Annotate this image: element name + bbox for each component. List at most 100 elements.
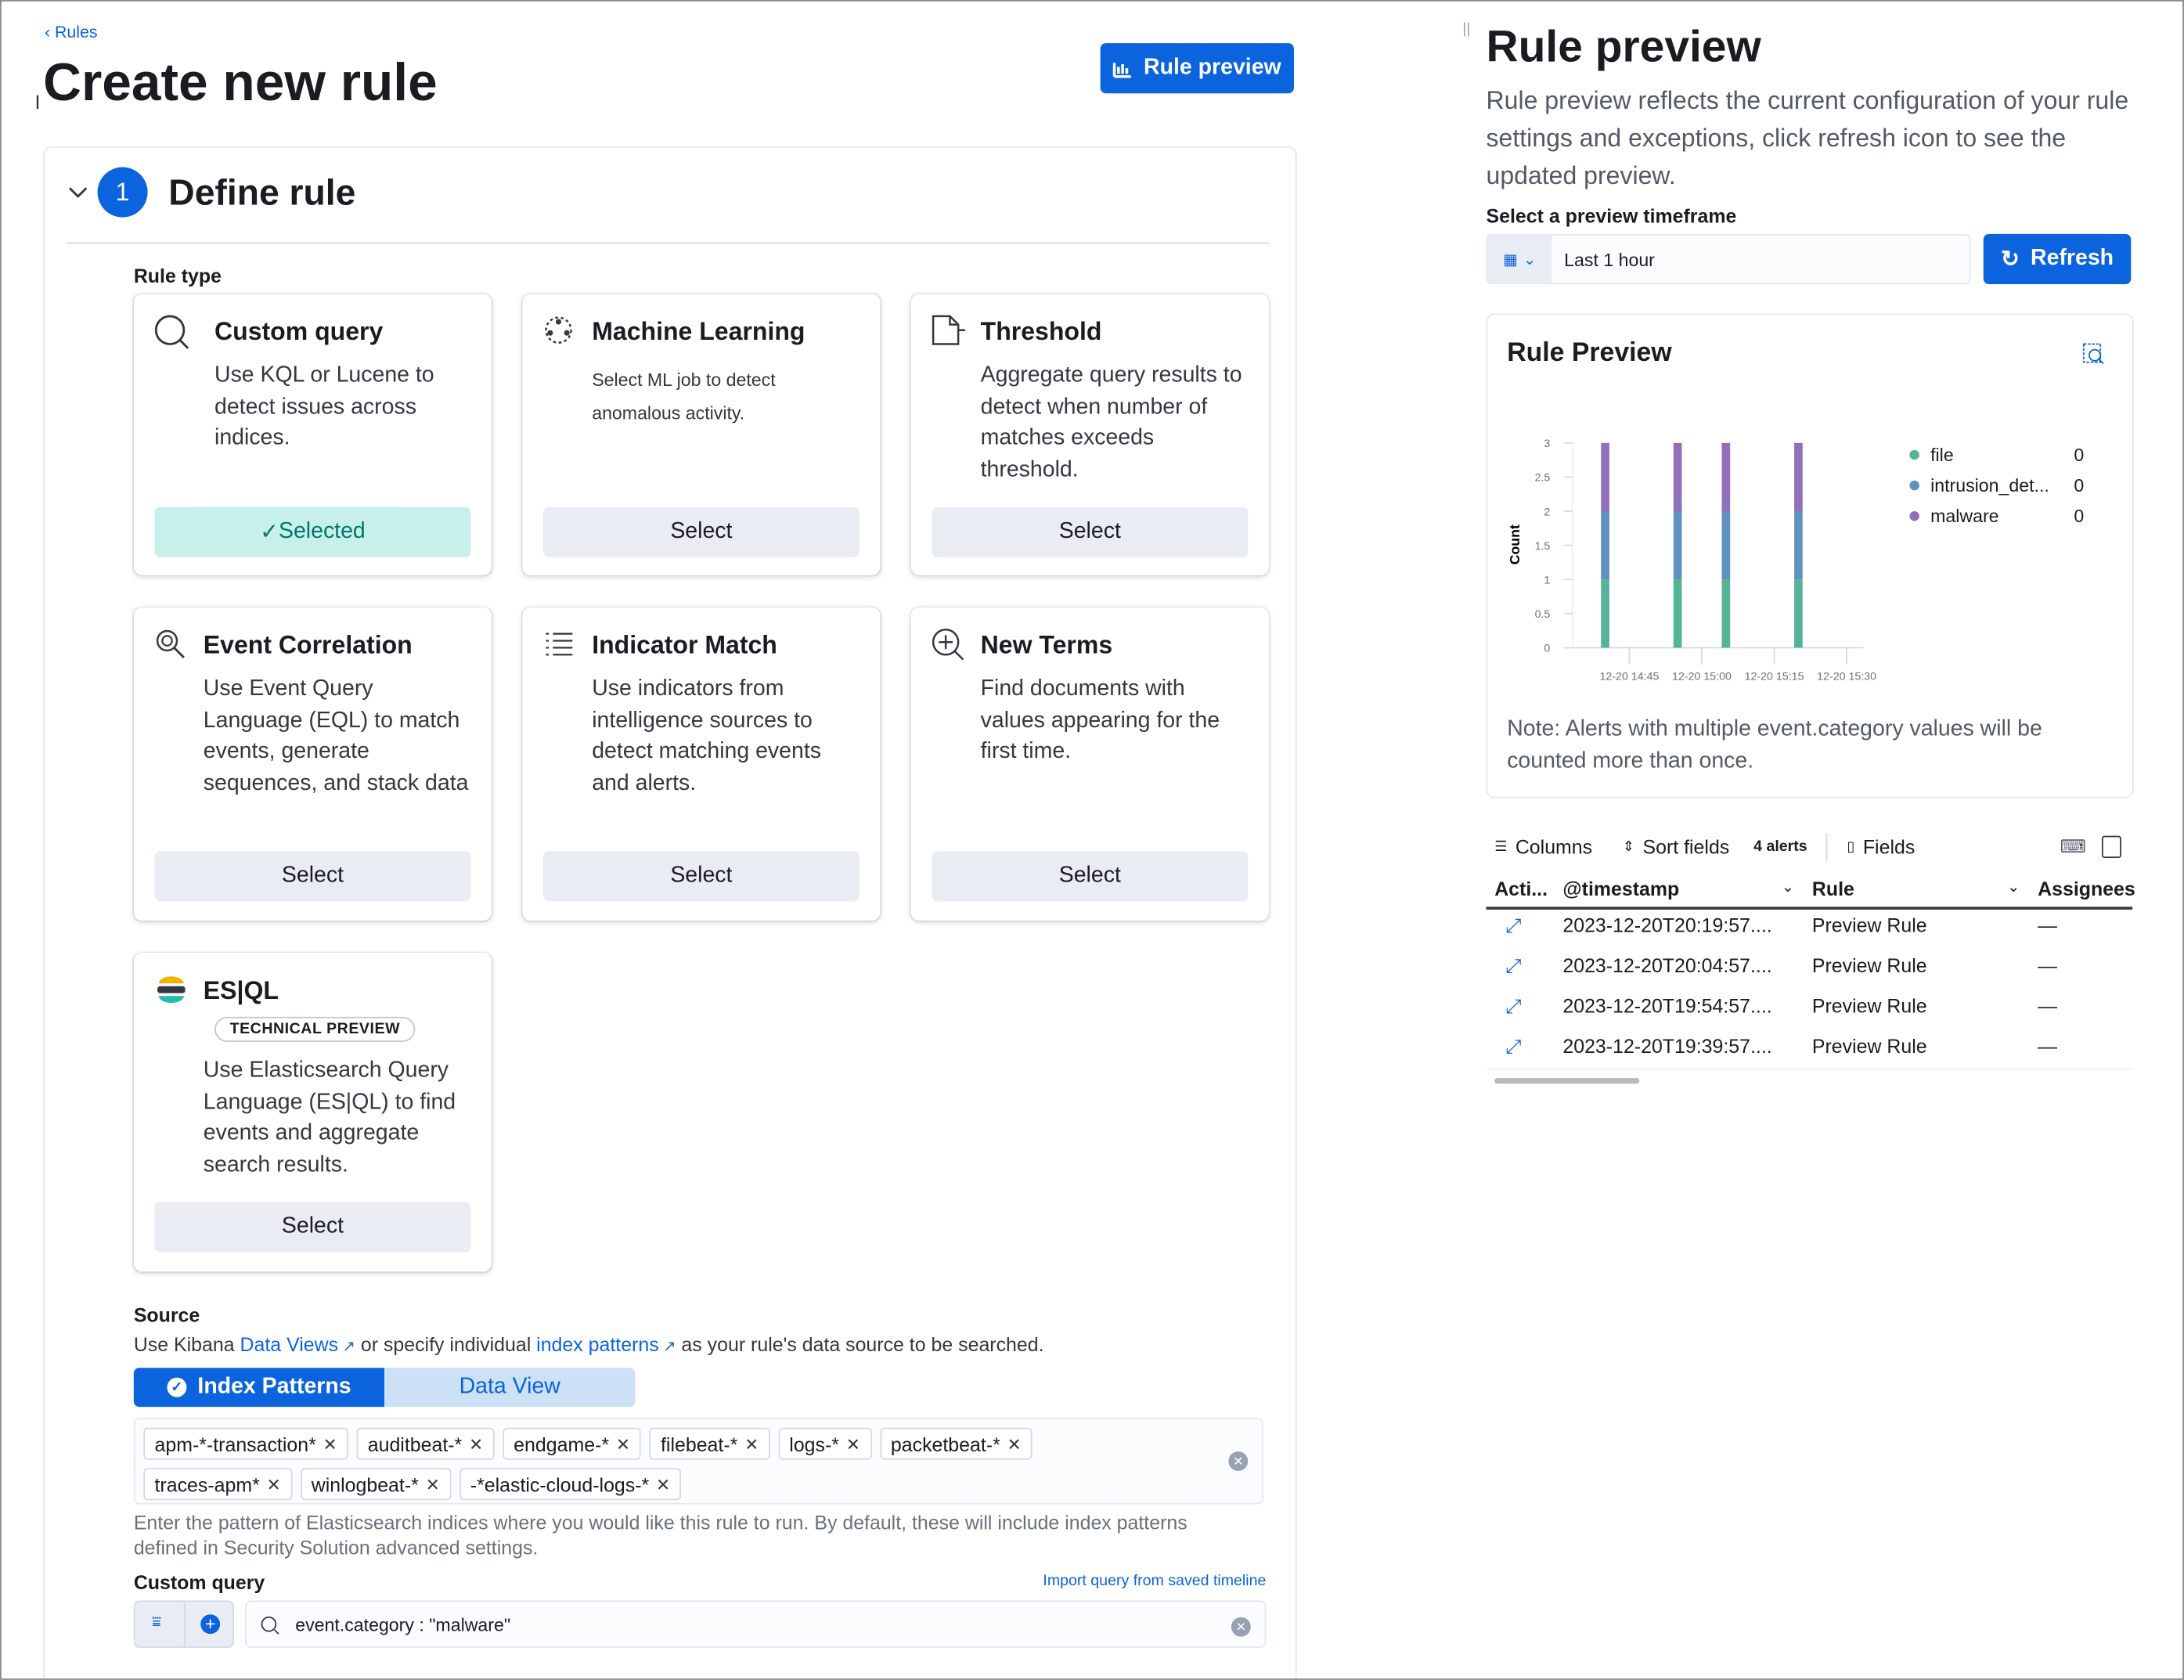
select-button[interactable]: Select	[542, 851, 860, 902]
check-circle-icon: ✓	[167, 1377, 187, 1397]
remove-icon[interactable]: ✕	[744, 1433, 759, 1454]
column-header-rule[interactable]: Rule	[1811, 877, 1854, 900]
selected-button[interactable]: ✓ Selected	[154, 507, 471, 557]
rule-type-card-esql[interactable]: ES|QL TECHNICAL PREVIEW Use Elasticsearc…	[133, 953, 492, 1272]
search-icon	[154, 315, 189, 349]
chevron-down-icon[interactable]	[68, 184, 88, 200]
clear-icon[interactable]: ✕	[1228, 1451, 1249, 1471]
expand-icon[interactable]: ⤢	[1505, 914, 1522, 936]
timestamp-cell: 2023-12-20T19:54:57....	[1562, 994, 1772, 1017]
rule-type-card-indicator-match[interactable]: Indicator Match Use indicators from inte…	[522, 607, 881, 921]
page-title: Create new rule	[43, 54, 438, 114]
back-to-rules-link[interactable]: ‹ Rules	[44, 22, 98, 42]
rule-cell: Preview Rule	[1811, 954, 1927, 977]
threshold-icon	[932, 315, 966, 345]
rule-cell: Preview Rule	[1811, 994, 1927, 1017]
select-button[interactable]: Select	[932, 851, 1249, 902]
remove-icon[interactable]: ✕	[615, 1433, 630, 1454]
expand-icon[interactable]: ⤢	[1505, 1035, 1522, 1058]
remove-icon[interactable]: ✕	[656, 1474, 671, 1494]
technical-preview-badge: TECHNICAL PREVIEW	[214, 1016, 416, 1042]
step-number: 1	[97, 167, 148, 218]
bar-segment	[1673, 442, 1682, 512]
rule-type-card-event-correlation[interactable]: Event Correlation Use Event Query Langua…	[133, 607, 492, 921]
assignees-cell: —	[2038, 994, 2058, 1017]
rule-type-card-threshold[interactable]: Threshold Aggregate query results to det…	[910, 294, 1269, 575]
rule-preview-button[interactable]: Rule preview	[1100, 43, 1294, 94]
column-header-timestamp[interactable]: @timestamp	[1562, 877, 1680, 900]
index-pattern-chip: endgame-* ✕	[502, 1427, 642, 1460]
step-title: Define rule	[168, 171, 356, 214]
rule-type-label: Rule type	[133, 265, 222, 287]
machine-learning-icon	[545, 316, 572, 344]
remove-icon[interactable]: ✕	[1007, 1433, 1022, 1454]
legend-item[interactable]: file 0	[1909, 445, 2084, 465]
y-tick-label: 3	[1544, 438, 1550, 450]
bar-segment	[1794, 579, 1803, 648]
select-button[interactable]: Select	[542, 507, 860, 557]
horizontal-scrollbar[interactable]	[1494, 1078, 1640, 1084]
fullscreen-icon[interactable]	[2101, 835, 2121, 859]
index-patterns-link[interactable]: index patterns	[536, 1332, 659, 1356]
table-row: ⤢ 2023-12-20T20:04:57.... Preview Rule —	[1487, 946, 2133, 986]
legend-item[interactable]: malware 0	[1909, 506, 2084, 527]
clear-icon[interactable]: ✕	[1231, 1617, 1251, 1637]
y-tick-label: 1	[1544, 575, 1550, 587]
expand-icon[interactable]: ⤢	[1505, 954, 1522, 977]
index-patterns-help: Enter the pattern of Elasticsearch indic…	[133, 1511, 1188, 1559]
refresh-button[interactable]: ↻ Refresh	[1983, 233, 2132, 284]
table-row: ⤢ 2023-12-20T20:19:57.... Preview Rule —	[1487, 906, 2133, 946]
remove-icon[interactable]: ✕	[469, 1433, 484, 1454]
sort-fields-button[interactable]: ⇕ Sort fields	[1622, 835, 1730, 859]
chevron-down-icon[interactable]: ⌄	[1781, 878, 1795, 896]
select-button[interactable]: Select	[932, 507, 1249, 557]
index-pattern-chip: -*elastic-cloud-logs-* ✕	[459, 1468, 682, 1501]
custom-query-input[interactable]: event.category : "malware" ✕	[245, 1600, 1267, 1648]
alerts-chart: 0 0.5 1 1.5 2 2.5 3 12-20 14:45 12-20 15:00 12-20…	[1507, 438, 1876, 683]
fields-icon: ▯	[1847, 839, 1855, 855]
tab-data-view[interactable]: Data View	[384, 1368, 636, 1408]
custom-query-label: Custom query	[133, 1571, 265, 1594]
text-cursor-icon: I	[34, 90, 41, 114]
list-icon: ☰	[1494, 839, 1508, 855]
fields-button[interactable]: ▯ Fields	[1847, 835, 1916, 859]
bar-segment	[1601, 579, 1609, 648]
bar-segment	[1673, 511, 1682, 580]
timestamp-cell: 2023-12-20T20:04:57....	[1562, 954, 1772, 977]
keyboard-icon[interactable]: ⌨	[2060, 835, 2086, 857]
column-header-actions[interactable]: Acti...	[1494, 877, 1548, 900]
inspect-icon[interactable]	[2082, 343, 2104, 365]
remove-icon[interactable]: ✕	[266, 1474, 281, 1494]
add-filter-icon[interactable]: +	[200, 1613, 221, 1635]
import-query-link[interactable]: Import query from saved timeline	[1043, 1572, 1267, 1590]
timestamp-cell: 2023-12-20T19:39:57....	[1562, 1035, 1772, 1058]
y-tick-label: 0	[1544, 643, 1550, 655]
chevron-down-icon[interactable]: ⌄	[2006, 878, 2020, 896]
expand-icon[interactable]: ⤢	[1505, 994, 1522, 1017]
chevron-down-icon: ⌄	[1523, 251, 1537, 269]
index-pattern-chip: filebeat-* ✕	[649, 1427, 770, 1460]
columns-button[interactable]: ☰ Columns	[1494, 835, 1593, 859]
rule-type-card-custom-query[interactable]: Custom query Use KQL or Lucene to detect…	[133, 294, 492, 575]
select-button[interactable]: Select	[154, 1202, 471, 1253]
filter-icon[interactable]: ⩸	[151, 1614, 161, 1631]
remove-icon[interactable]: ✕	[323, 1433, 337, 1454]
timeframe-picker[interactable]: ▦ ⌄ Last 1 hour	[1486, 233, 1971, 284]
column-header-assignees[interactable]: Assignees	[2038, 877, 2135, 900]
remove-icon[interactable]: ✕	[425, 1474, 440, 1494]
select-button[interactable]: Select	[154, 851, 471, 902]
index-pattern-chip: packetbeat-* ✕	[879, 1427, 1033, 1460]
rule-type-card-machine-learning[interactable]: Machine Learning Select ML job to detect…	[522, 294, 881, 575]
rule-type-card-new-terms[interactable]: New Terms Find documents with values app…	[910, 607, 1269, 921]
data-views-link[interactable]: Data Views	[240, 1332, 339, 1356]
calendar-icon: ▦	[1503, 251, 1518, 269]
remove-icon[interactable]: ✕	[845, 1433, 860, 1454]
index-patterns-combobox[interactable]: apm-*-transaction* ✕ auditbeat-* ✕ endgame-*…	[133, 1418, 1263, 1505]
tab-index-patterns[interactable]: ✓ Index Patterns	[133, 1368, 385, 1408]
resize-handle[interactable]: ||	[1462, 20, 1471, 38]
legend-item[interactable]: intrusion_det... 0	[1909, 475, 2084, 496]
preview-title: Rule preview	[1486, 20, 1761, 71]
quick-menu-button[interactable]: ▦ ⌄	[1487, 235, 1552, 283]
x-tick-label: 12-20 15:30	[1817, 670, 1876, 683]
